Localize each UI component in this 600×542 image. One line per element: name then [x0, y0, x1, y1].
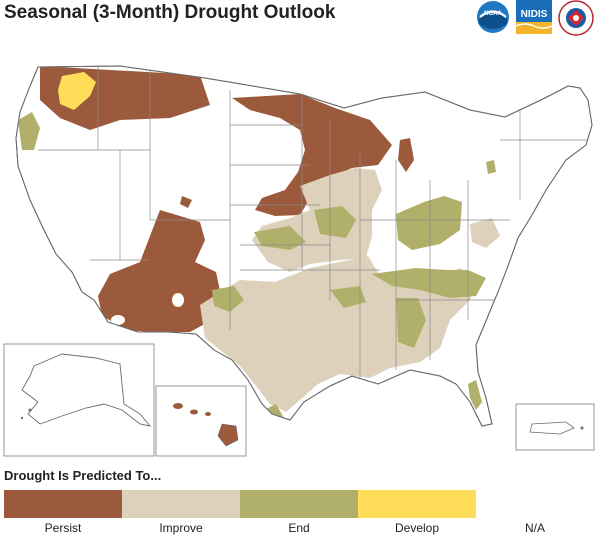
page-title: Seasonal (3-Month) Drought Outlook [4, 2, 336, 23]
end-region-arkansas [330, 286, 366, 308]
noaa-logo-text: NOAA [484, 11, 502, 17]
legend-label-develop: Develop [394, 521, 440, 535]
legend-swatch-na [476, 490, 594, 518]
improve-region-virginia [470, 218, 500, 248]
alaska-inset [3, 343, 155, 457]
improve-region-south [200, 256, 480, 412]
persist-region-north-central [232, 94, 392, 216]
map-layer-persist-etc [15, 65, 593, 427]
hawaii-inset [155, 385, 247, 457]
end-region-new-york [486, 160, 496, 174]
end-region-oregon-coast [18, 112, 40, 150]
drought-outlook-map [3, 65, 595, 457]
end-region-tennessee [372, 268, 486, 298]
persist-region-southwest [98, 210, 222, 332]
end-region-alabama [396, 298, 426, 348]
persist-region-colorado-spot [180, 196, 192, 208]
nidis-logo: NIDIS [516, 0, 552, 34]
end-region-ohio-valley [396, 196, 462, 250]
develop-region-washington [58, 72, 96, 110]
legend-color-bar [4, 490, 594, 518]
legend-labels: Persist Improve End Develop N/A [4, 519, 594, 537]
legend-label-end: End [288, 521, 310, 535]
legend-swatch-end [240, 490, 358, 518]
legend-title: Drought Is Predicted To... [4, 468, 162, 483]
nidis-logo-text: NIDIS [521, 9, 548, 20]
noaa-logo: NOAA [477, 1, 509, 33]
nws-logo [558, 0, 594, 36]
legend-label-persist: Persist [44, 521, 82, 535]
legend-swatch-develop [358, 490, 476, 518]
end-region-new-mexico [212, 286, 244, 312]
na-hole-southwest [172, 293, 184, 307]
legend-swatch-persist [4, 490, 122, 518]
puerto-rico-inset [515, 403, 595, 451]
end-region-kansas [254, 226, 306, 250]
end-region-florida [468, 380, 482, 410]
legend-label-na: N/A [524, 521, 545, 535]
end-region-missouri [314, 206, 356, 238]
persist-region-michigan [398, 138, 414, 172]
na-hole-arizona [111, 315, 125, 325]
state-boundaries [38, 66, 590, 380]
legend-swatch-improve [122, 490, 240, 518]
legend-label-improve: Improve [159, 521, 203, 535]
